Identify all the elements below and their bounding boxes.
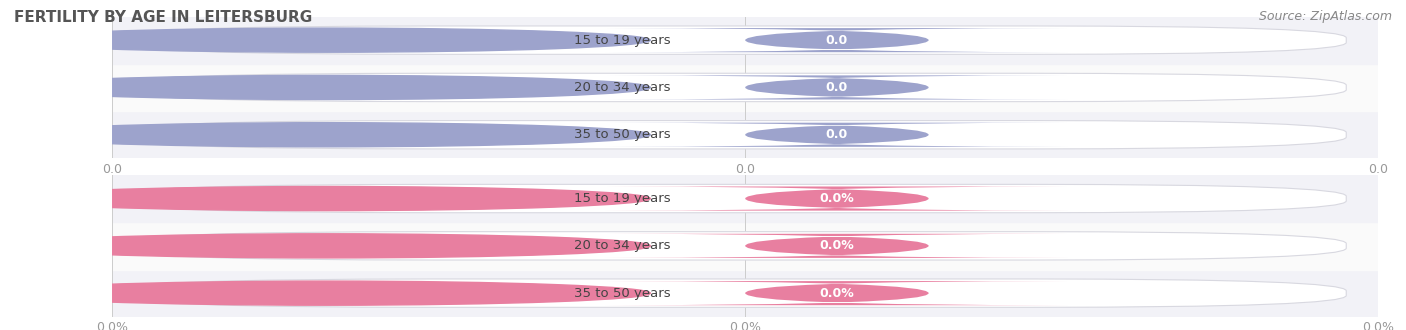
Circle shape [6, 123, 650, 147]
Text: 15 to 19 years: 15 to 19 years [574, 192, 671, 205]
Text: 20 to 34 years: 20 to 34 years [574, 81, 671, 94]
Bar [112, 270, 1378, 317]
Circle shape [6, 281, 650, 305]
Bar [112, 111, 1378, 158]
Text: 35 to 50 years: 35 to 50 years [574, 287, 671, 300]
Text: 0.0%: 0.0% [820, 192, 855, 205]
FancyBboxPatch shape [606, 28, 1069, 52]
FancyBboxPatch shape [118, 232, 1347, 260]
Circle shape [6, 234, 650, 258]
FancyBboxPatch shape [606, 186, 1069, 211]
Bar [112, 222, 1378, 270]
Text: Source: ZipAtlas.com: Source: ZipAtlas.com [1258, 10, 1392, 23]
FancyBboxPatch shape [118, 184, 1347, 213]
Text: 0.0%: 0.0% [820, 239, 855, 252]
FancyBboxPatch shape [118, 26, 1347, 54]
FancyBboxPatch shape [118, 279, 1347, 307]
FancyBboxPatch shape [118, 73, 1347, 102]
FancyBboxPatch shape [606, 234, 1069, 258]
Circle shape [6, 186, 650, 211]
Circle shape [6, 28, 650, 52]
Text: 0.0: 0.0 [825, 34, 848, 47]
Bar [112, 16, 1378, 64]
Bar [112, 64, 1378, 111]
Text: FERTILITY BY AGE IN LEITERSBURG: FERTILITY BY AGE IN LEITERSBURG [14, 10, 312, 25]
FancyBboxPatch shape [606, 123, 1069, 147]
FancyBboxPatch shape [606, 75, 1069, 100]
FancyBboxPatch shape [606, 281, 1069, 305]
Circle shape [6, 75, 650, 100]
Text: 20 to 34 years: 20 to 34 years [574, 239, 671, 252]
Text: 15 to 19 years: 15 to 19 years [574, 34, 671, 47]
Text: 0.0: 0.0 [825, 81, 848, 94]
Text: 0.0: 0.0 [825, 128, 848, 141]
Text: 0.0%: 0.0% [820, 287, 855, 300]
FancyBboxPatch shape [118, 120, 1347, 149]
Bar [112, 175, 1378, 222]
Text: 35 to 50 years: 35 to 50 years [574, 128, 671, 141]
